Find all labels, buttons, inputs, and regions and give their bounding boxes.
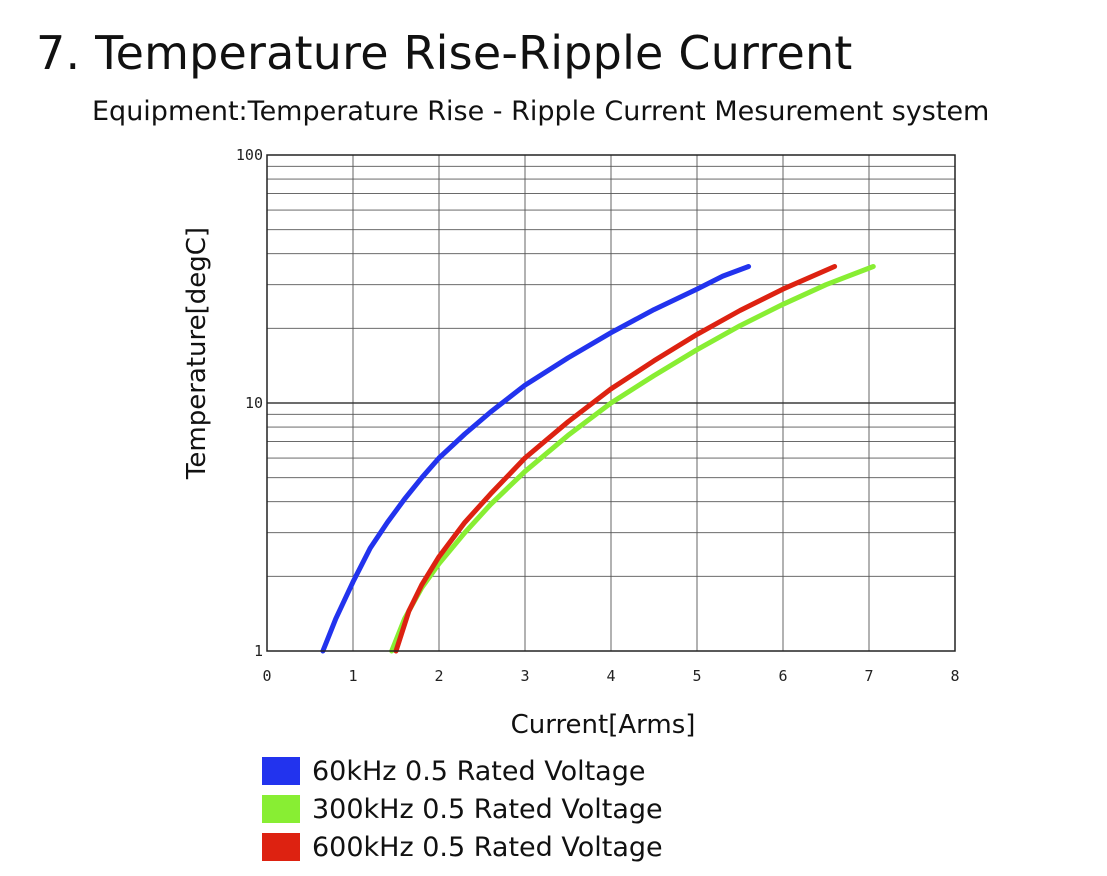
legend-item-300khz: 300kHz 0.5 Rated Voltage [262, 790, 663, 828]
legend-item-60khz: 60kHz 0.5 Rated Voltage [262, 752, 663, 790]
chart-grid [267, 155, 955, 651]
series-line-0 [320, 264, 752, 654]
page-subtitle: Equipment:Temperature Rise - Ripple Curr… [92, 96, 990, 127]
x-axis-title: Current[Arms] [511, 710, 696, 740]
legend-swatch-300khz [262, 795, 300, 823]
plot-frame [266, 154, 956, 652]
page-title: 7. Temperature Rise-Ripple Current [36, 26, 853, 80]
chart-ticks: 0 1 2 3 4 5 6 7 8 1 10 100 [236, 146, 960, 685]
x-tick-label: 7 [864, 667, 873, 685]
x-tick-label: 4 [606, 667, 615, 685]
x-tick-label: 1 [348, 667, 357, 685]
legend-label: 60kHz 0.5 Rated Voltage [312, 755, 646, 787]
legend-swatch-600khz [262, 833, 300, 861]
chart-series-layer [320, 264, 876, 654]
x-tick-label: 0 [262, 667, 271, 685]
x-tick-label: 2 [434, 667, 443, 685]
legend-swatch-60khz [262, 757, 300, 785]
y-axis-title: Temperature[degC] [182, 227, 212, 480]
y-tick-label: 100 [236, 146, 263, 164]
x-tick-label: 5 [692, 667, 701, 685]
legend: 60kHz 0.5 Rated Voltage 300kHz 0.5 Rated… [262, 752, 663, 866]
x-tick-label: 6 [778, 667, 787, 685]
y-tick-label: 10 [245, 394, 263, 412]
y-tick-label: 1 [254, 642, 263, 660]
x-tick-label: 3 [520, 667, 529, 685]
series-line-1 [389, 264, 876, 654]
legend-item-600khz: 600kHz 0.5 Rated Voltage [262, 828, 663, 866]
legend-label: 300kHz 0.5 Rated Voltage [312, 793, 663, 825]
legend-label: 600kHz 0.5 Rated Voltage [312, 831, 663, 863]
series-line-2 [393, 264, 838, 654]
x-tick-label: 8 [950, 667, 959, 685]
chart: 0 1 2 3 4 5 6 7 8 1 10 100 Current[Arms] Temperatur… [182, 146, 960, 740]
